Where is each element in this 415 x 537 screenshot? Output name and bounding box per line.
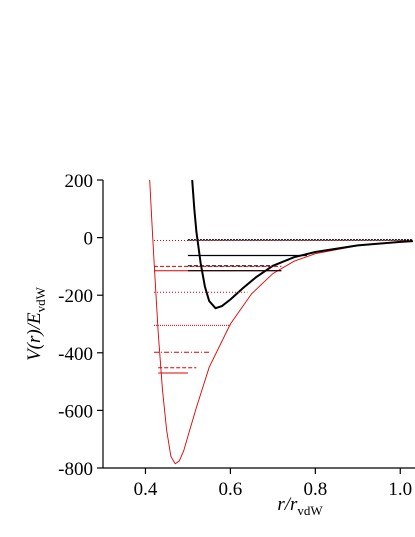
x-label-main: r/r	[277, 494, 298, 515]
y-axis-label: V(r)/EvdW	[24, 286, 48, 361]
y-tick-label: -800	[58, 459, 93, 480]
y-tick-label: 0	[84, 229, 94, 250]
curve	[191, 179, 414, 310]
y-label-sub: vdW	[33, 286, 48, 312]
x-label-sub: vdW	[297, 503, 323, 518]
y-tick-label: -600	[58, 401, 93, 422]
x-tick-label: 0.8	[303, 479, 327, 500]
y-label-main: V(r)/E	[24, 312, 45, 361]
curve	[149, 179, 414, 465]
x-tick-label: 1.0	[388, 479, 412, 500]
x-tick-label: 0.4	[134, 479, 158, 500]
x-tick-label: 0.6	[219, 479, 243, 500]
x-axis-label: r/rvdW	[277, 494, 323, 518]
y-tick-label: -200	[58, 286, 93, 307]
y-tick-label: 200	[65, 171, 94, 192]
y-tick-label: -400	[58, 344, 93, 365]
